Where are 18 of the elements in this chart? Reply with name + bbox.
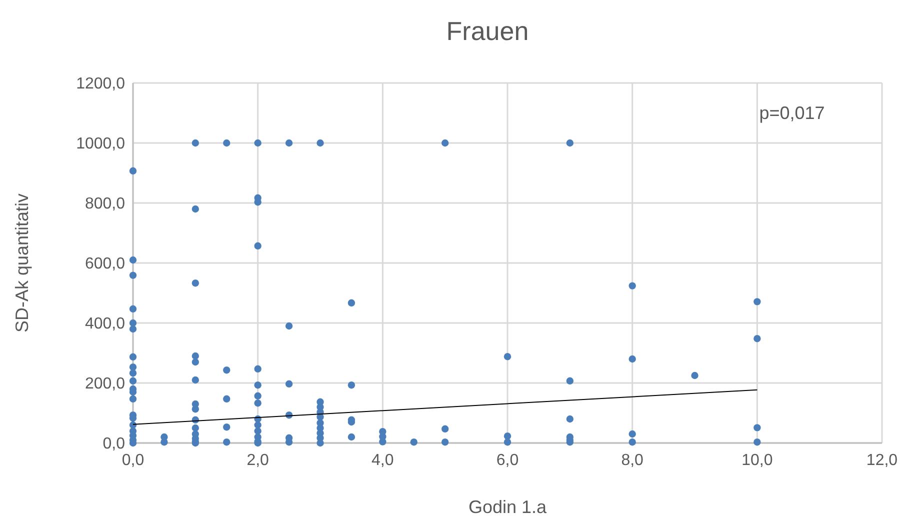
annotation: p=0,017 — [759, 103, 825, 123]
y-axis-title: SD-Ak quantitativ — [12, 193, 32, 333]
y-tick-label: 400,0 — [84, 316, 126, 333]
x-tick-label: 6,0 — [496, 452, 519, 469]
x-tick-label: 4,0 — [372, 452, 394, 469]
y-tick-label: 1000,0 — [76, 136, 126, 153]
chart-title: Frauen — [446, 16, 529, 46]
y-tick-label: 200,0 — [84, 376, 126, 393]
x-tick-label: 12,0 — [866, 452, 898, 469]
x-tick-label: 8,0 — [621, 452, 644, 469]
y-tick-label: 600,0 — [84, 256, 126, 273]
y-tick-label: 1200,0 — [76, 76, 126, 93]
x-tick-label: 10,0 — [742, 452, 773, 469]
x-axis-title: Godin 1.a — [468, 497, 548, 517]
x-tick-label: 2,0 — [246, 452, 270, 469]
y-tick-label: 0,0 — [102, 436, 126, 453]
x-tick-label: 0,0 — [122, 452, 144, 469]
y-tick-label: 800,0 — [84, 196, 126, 213]
